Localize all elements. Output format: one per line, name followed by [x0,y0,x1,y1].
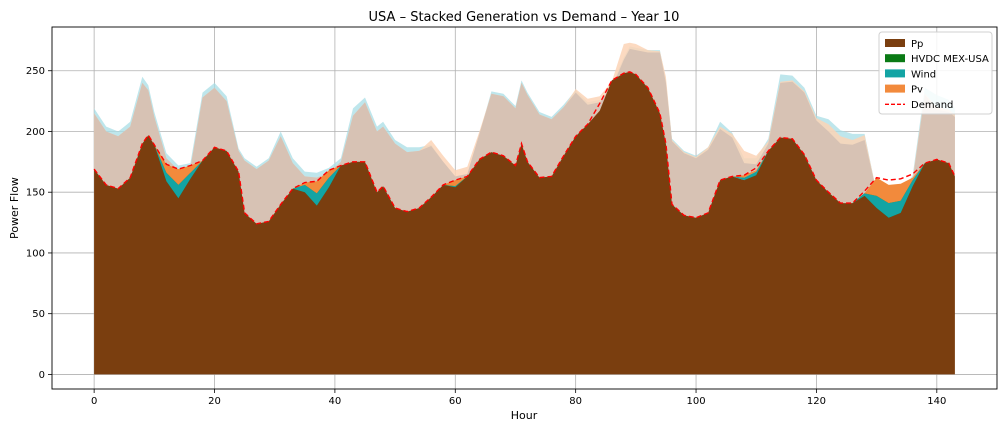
y-tick-label: 200 [26,127,45,138]
legend-label: Demand [911,100,953,111]
legend-swatch [885,69,905,78]
pp-capacity-envelope [94,48,955,224]
plot-area: 0 20 40 60 80 100 120 140 0 50 100 150 200 250 [26,26,998,407]
legend-swatch [885,39,905,47]
y-tick-label: 50 [32,309,45,320]
y-axis-label: Power Flow [8,177,21,239]
y-tick-label: 100 [26,248,45,259]
legend: Pp HVDC MEX-USA Wind Pv Demand [878,31,993,115]
y-tick-label: 150 [26,188,45,199]
y-tick-label: 250 [26,66,45,77]
x-tick-label: 0 [91,396,97,407]
x-tick-label: 100 [686,396,705,407]
legend-label: HVDC MEX-USA [911,54,989,65]
x-tick-label: 20 [208,396,221,407]
legend-label: Wind [911,69,936,80]
x-axis-label: Hour [511,409,538,422]
chart-title: USA – Stacked Generation vs Demand – Yea… [369,10,680,25]
x-tick-label: 120 [807,396,826,407]
legend-label: Pv [911,85,923,96]
x-tick-label: 140 [927,396,946,407]
series-pp-area [94,71,955,375]
legend-box [878,31,993,115]
legend-label: Pp [911,39,923,50]
y-tick-label: 0 [39,370,45,381]
x-tick-label: 40 [329,396,342,407]
x-tick-label: 80 [569,396,582,407]
legend-swatch [885,54,905,63]
demand-line [93,71,956,225]
x-tick-label: 60 [449,396,462,407]
legend-swatch [885,84,905,93]
series-pv-area [94,71,955,224]
plot-frame [51,26,998,390]
